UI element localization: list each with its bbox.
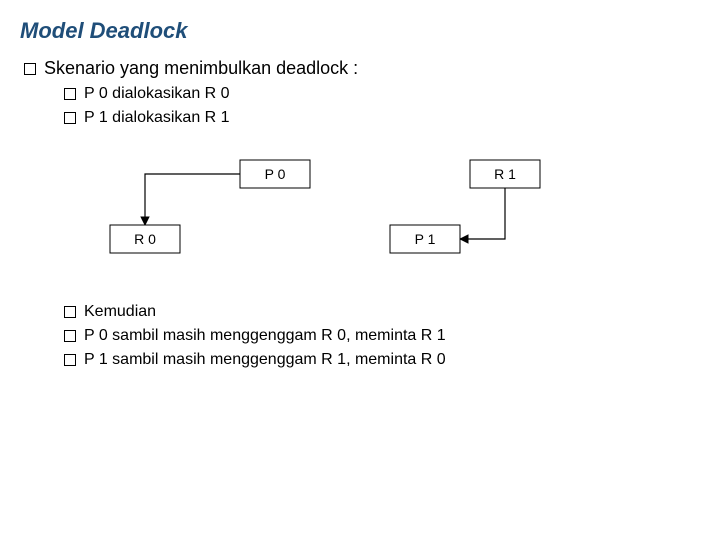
- diagram-node-label: P 1: [415, 231, 436, 247]
- square-bullet-icon: [64, 354, 76, 366]
- sub-bullet: P 1 dialokasikan R 1: [64, 109, 700, 127]
- main-bullet-text: Skenario yang menimbulkan deadlock :: [44, 58, 358, 79]
- main-bullet: Skenario yang menimbulkan deadlock :: [24, 58, 700, 79]
- page-title: Model Deadlock: [20, 18, 700, 44]
- diagram-node-label: R 0: [134, 231, 156, 247]
- sub-bullet-text: P 1 dialokasikan R 1: [84, 109, 230, 127]
- square-bullet-icon: [64, 112, 76, 124]
- diagram-edge: [145, 174, 240, 225]
- square-bullet-icon: [64, 88, 76, 100]
- deadlock-diagram: P 0 R 0 R 1 P 1: [90, 145, 570, 285]
- sub-bullet-text: P 0 dialokasikan R 0: [84, 85, 230, 103]
- sub-bullet: P 0 sambil masih menggenggam R 0, memint…: [64, 327, 700, 345]
- diagram-node-label: R 1: [494, 166, 516, 182]
- square-bullet-icon: [64, 306, 76, 318]
- square-bullet-icon: [64, 330, 76, 342]
- sub-bullet: Kemudian: [64, 303, 700, 321]
- square-bullet-icon: [24, 63, 36, 75]
- sub-bullet-text: Kemudian: [84, 303, 156, 321]
- diagram-node-label: P 0: [265, 166, 286, 182]
- sub-bullet-text: P 0 sambil masih menggenggam R 0, memint…: [84, 327, 446, 345]
- sub-bullet-text: P 1 sambil masih menggenggam R 1, memint…: [84, 351, 446, 369]
- diagram-svg: P 0 R 0 R 1 P 1: [90, 145, 570, 285]
- sub-bullet: P 1 sambil masih menggenggam R 1, memint…: [64, 351, 700, 369]
- sub-bullet: P 0 dialokasikan R 0: [64, 85, 700, 103]
- diagram-edge: [460, 188, 505, 239]
